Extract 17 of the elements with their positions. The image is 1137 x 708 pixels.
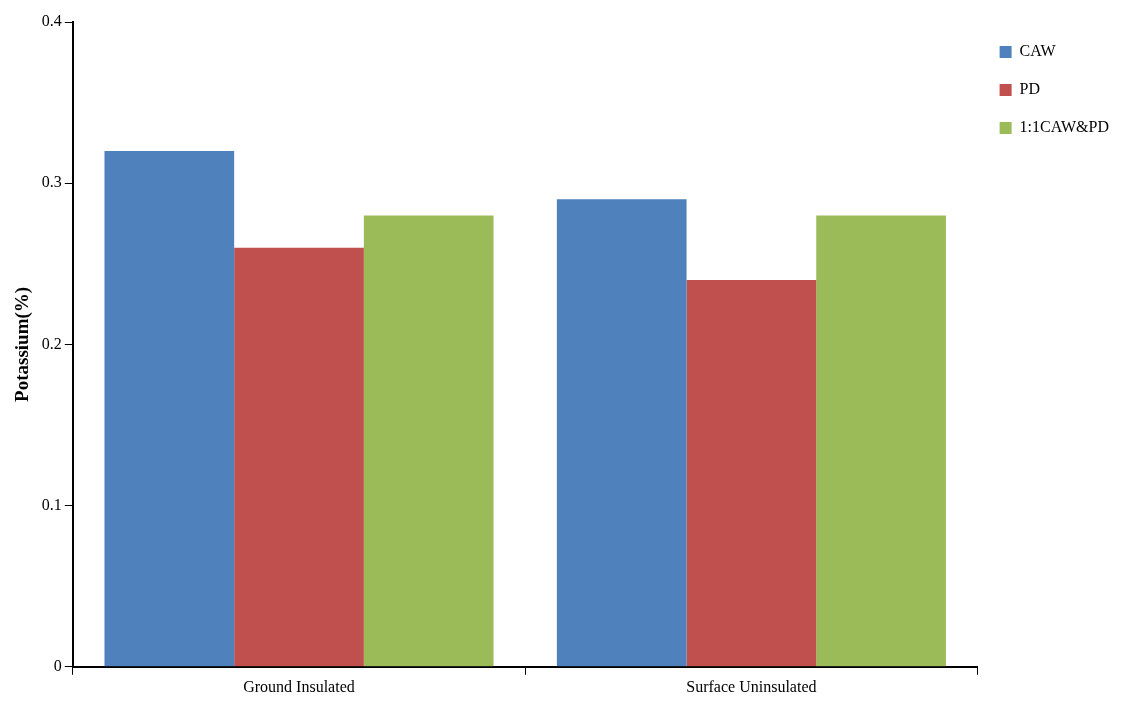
- y-axis-title: Potassium(%): [11, 286, 34, 402]
- bar: [686, 279, 817, 667]
- x-tick-label: Ground Insulated: [243, 677, 355, 695]
- y-tick-label: 0: [53, 657, 62, 674]
- legend-label: CAW: [1019, 42, 1057, 60]
- y-tick-label: 0.4: [41, 12, 62, 30]
- bar: [816, 215, 946, 667]
- bar: [234, 247, 364, 667]
- y-tick-label: 0.1: [41, 495, 62, 513]
- bar: [363, 215, 494, 667]
- bar: [556, 199, 687, 667]
- legend-label: PD: [1019, 80, 1041, 98]
- bar: [104, 150, 235, 667]
- y-tick-label: 0.3: [41, 173, 62, 191]
- x-tick-label: Surface Uninsulated: [686, 677, 817, 695]
- legend-label: 1:1CAW&PD: [1019, 118, 1109, 136]
- y-tick-label: 0.2: [41, 334, 62, 352]
